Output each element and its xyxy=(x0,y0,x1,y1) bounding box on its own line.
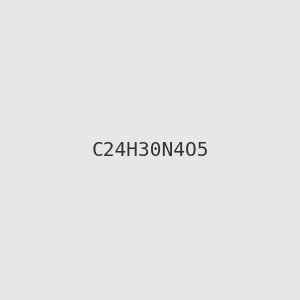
Text: C24H30N4O5: C24H30N4O5 xyxy=(91,140,209,160)
